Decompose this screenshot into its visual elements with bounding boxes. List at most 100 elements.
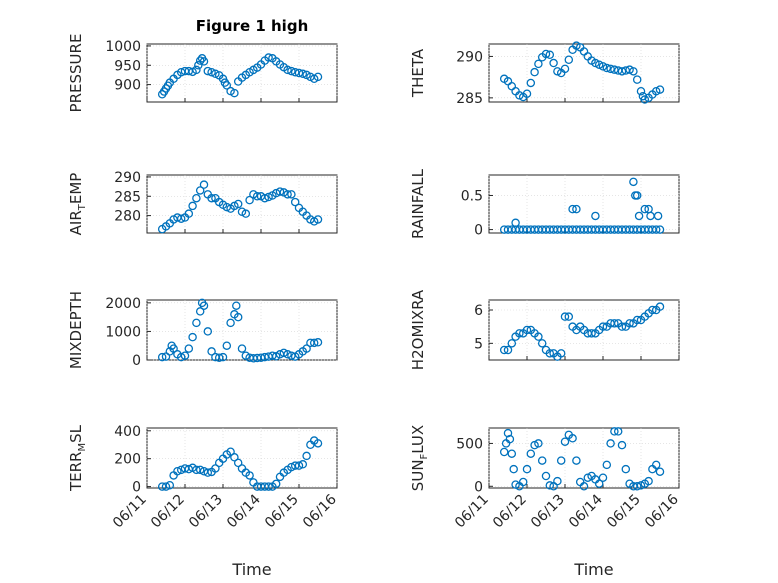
data-point (545, 50, 555, 60)
data-point (275, 187, 285, 196)
data-point (173, 467, 182, 476)
data-point (648, 305, 657, 315)
data-point (564, 55, 574, 64)
data-point (610, 65, 619, 74)
panel-0: 900 950 1000 PRESSURE (67, 34, 338, 112)
data-point (165, 480, 175, 490)
data-point (625, 319, 634, 328)
data-point (184, 344, 194, 353)
data-point (194, 61, 203, 70)
y-tick-label: 5 (474, 336, 483, 352)
panel-3: 0 0.5 RAINFALL (409, 168, 680, 239)
data-point (161, 482, 171, 491)
data-point (232, 301, 241, 310)
data-point (522, 325, 532, 335)
axes-box (488, 43, 680, 103)
data-point (283, 350, 292, 359)
data-point (591, 211, 600, 221)
y-tick-label: 280 (114, 209, 141, 225)
data-point (260, 193, 270, 203)
data-point (230, 88, 239, 98)
x-axis-label-left: Time (231, 560, 271, 579)
data-point (526, 449, 536, 458)
x-tick-label: 06/11 (110, 492, 150, 532)
data-point (230, 453, 239, 462)
y-tick-label: 400 (114, 424, 141, 440)
data-point (211, 464, 220, 473)
x-tick-label: 06/12 (148, 492, 188, 532)
data-point (283, 65, 292, 75)
data-point (195, 56, 205, 65)
data-point (507, 339, 517, 348)
data-point (499, 447, 509, 457)
data-point (632, 482, 642, 491)
data-point (522, 89, 532, 98)
y-axis-label: SUNFLUX (409, 425, 430, 491)
data-point (621, 464, 631, 474)
data-point (655, 225, 665, 234)
panel-1: 285 290 THETA (409, 41, 680, 107)
y-tick-label: 290 (456, 49, 483, 65)
data-point (594, 60, 604, 69)
data-point (634, 211, 644, 221)
data-point (169, 344, 178, 353)
y-tick-label: 290 (114, 170, 141, 186)
y-tick-label: 900 (114, 78, 141, 94)
data-point (644, 476, 653, 486)
data-point (233, 199, 243, 209)
data-point (629, 177, 638, 187)
data-point (617, 440, 627, 450)
data-point (192, 318, 201, 328)
panel-2: 280 285 290 AIRTEMP (67, 170, 338, 236)
y-axis-label: RAINFALL (409, 168, 427, 239)
data-point (640, 204, 650, 214)
data-point (651, 460, 661, 470)
data-point (549, 58, 558, 68)
x-tick-label: 06/14 (566, 491, 606, 531)
data-point (309, 338, 319, 348)
y-tick-label: 0 (132, 353, 141, 369)
data-point (598, 473, 608, 482)
data-point (629, 67, 638, 76)
y-axis-label: H2OMIXRA (409, 289, 427, 370)
data-point (511, 218, 520, 228)
data-point (188, 332, 197, 342)
data-point (515, 91, 524, 100)
data-point (522, 464, 532, 474)
data-point (192, 65, 201, 75)
data-point (214, 353, 224, 362)
data-point (509, 464, 518, 474)
data-point (556, 349, 566, 358)
y-tick-label: 1000 (105, 324, 141, 340)
data-point (241, 209, 251, 218)
data-point (534, 59, 543, 69)
x-tick-label: 06/15 (604, 492, 644, 532)
y-axis-label: AIRTEMP (67, 173, 88, 236)
data-point (252, 192, 262, 201)
y-tick-label: 950 (114, 58, 141, 74)
data-point (207, 193, 216, 203)
data-point (313, 72, 323, 82)
data-point (564, 312, 574, 321)
data-point (568, 204, 577, 214)
panel-4: 0 1000 2000 MIXDEPTH (67, 291, 338, 369)
data-point (560, 312, 570, 321)
data-point (237, 344, 247, 353)
data-point (199, 180, 209, 189)
data-point (176, 352, 186, 362)
y-tick-label: 500 (456, 436, 483, 452)
data-point (653, 211, 663, 221)
data-point (651, 86, 661, 96)
panel-5: 5 6 H2OMIXRA (409, 289, 680, 370)
data-point (233, 312, 243, 322)
y-tick-label: 0 (474, 223, 483, 239)
data-point (507, 449, 517, 458)
data-point (287, 190, 296, 199)
data-point (591, 58, 600, 68)
data-point (617, 67, 627, 76)
data-point (294, 68, 304, 78)
data-point (553, 67, 562, 76)
x-tick-label: 06/15 (262, 492, 302, 532)
data-point (505, 434, 515, 444)
